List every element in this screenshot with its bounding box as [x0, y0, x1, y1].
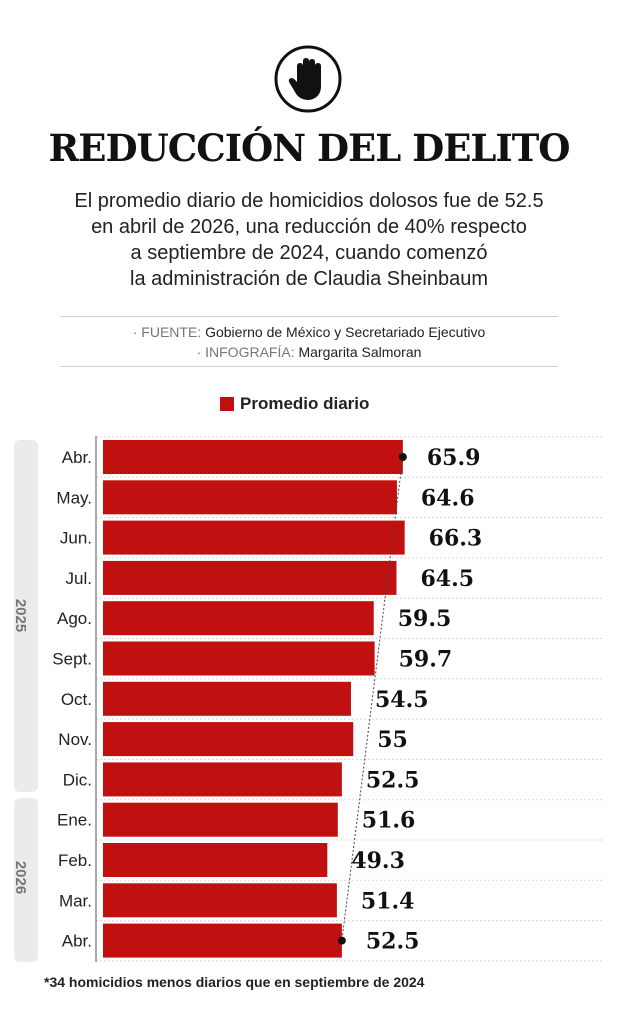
- bar: [103, 722, 354, 757]
- source-value: Gobierno de México y Secretariado Ejecut…: [205, 324, 486, 340]
- value-label: 51.6: [362, 808, 416, 834]
- category-label: May.: [56, 488, 92, 507]
- value-label: 64.6: [421, 485, 475, 511]
- bar: [103, 520, 405, 555]
- footnote: *34 homicidios menos diarios que en sept…: [44, 974, 425, 990]
- value-label: 65.9: [427, 445, 481, 471]
- value-label: 66.3: [429, 526, 483, 552]
- grid-lines: [96, 436, 604, 962]
- legend-label: Promedio diario: [240, 394, 370, 413]
- value-label: 59.7: [399, 647, 453, 673]
- subtitle-line: El promedio diario de homicidios dolosos…: [74, 190, 544, 212]
- value-label: 52.5: [366, 767, 420, 793]
- category-label: Mar.: [59, 891, 92, 910]
- bar: [103, 480, 397, 515]
- infographic-label: · INFOGRAFÍA:: [196, 344, 295, 360]
- infographic-line: · INFOGRAFÍA: Margarita Salmoran: [0, 342, 618, 362]
- value-label: 59.5: [398, 606, 452, 632]
- year-band-2026: [14, 798, 38, 962]
- subtitle-line: la administración de Claudia Sheinbaum: [130, 268, 488, 290]
- category-label: Jun.: [60, 529, 92, 548]
- value-label: 54.5: [375, 687, 429, 713]
- category-label: Feb.: [58, 851, 92, 870]
- bar: [103, 560, 397, 595]
- category-label: Abr.: [62, 932, 92, 951]
- bar: [103, 762, 342, 797]
- bar: [103, 681, 351, 716]
- legend: Promedio diario: [220, 394, 369, 414]
- subtitle-line: en abril de 2026, una reducción de 40% r…: [91, 216, 527, 238]
- bar: [103, 641, 375, 676]
- value-label: 49.3: [351, 848, 405, 874]
- year-band-2025: [14, 440, 38, 792]
- bar: [103, 843, 328, 877]
- labels: Abr. 65.9 May. 64.6 Jun. 66.3 Jul. 64.5 Ago. 59.5…: [52, 445, 482, 955]
- category-label: Sept.: [52, 650, 92, 669]
- divider: [60, 366, 558, 367]
- trend-line: [337, 453, 407, 945]
- bar: [103, 923, 342, 958]
- legend-swatch: [220, 397, 234, 411]
- category-label: Nov.: [58, 730, 92, 749]
- trend-end-dot: [337, 936, 346, 945]
- category-label: Jul.: [66, 569, 92, 588]
- bar: [103, 883, 337, 918]
- value-label: 51.4: [361, 888, 415, 914]
- subtitle: El promedio diario de homicidios dolosos…: [30, 188, 588, 292]
- category-label: Abr.: [62, 448, 92, 467]
- category-label: Ene.: [57, 811, 92, 830]
- value-label: 64.5: [420, 566, 474, 592]
- bar: [103, 601, 374, 636]
- divider: [60, 316, 558, 317]
- category-label: Ago.: [57, 609, 92, 628]
- stop-hand-icon: [273, 44, 343, 114]
- trend-line: [341, 456, 404, 941]
- source-label: · FUENTE:: [132, 324, 202, 340]
- bars: [103, 440, 405, 958]
- bar: [103, 802, 338, 837]
- value-label: 55: [377, 727, 408, 753]
- infographic-value: Margarita Salmoran: [298, 344, 422, 360]
- page-title: REDUCCIÓN DEL DELITO: [48, 126, 571, 170]
- credits: · FUENTE: Gobierno de México y Secretari…: [0, 322, 618, 362]
- bar: [103, 440, 403, 474]
- category-label: Oct.: [61, 690, 92, 709]
- category-label: Dic.: [63, 770, 92, 789]
- source-line: · FUENTE: Gobierno de México y Secretari…: [0, 322, 618, 342]
- trend-start-dot: [398, 453, 407, 461]
- subtitle-line: a septiembre de 2024, cuando comenzó: [130, 242, 488, 264]
- value-label: 52.5: [366, 929, 420, 955]
